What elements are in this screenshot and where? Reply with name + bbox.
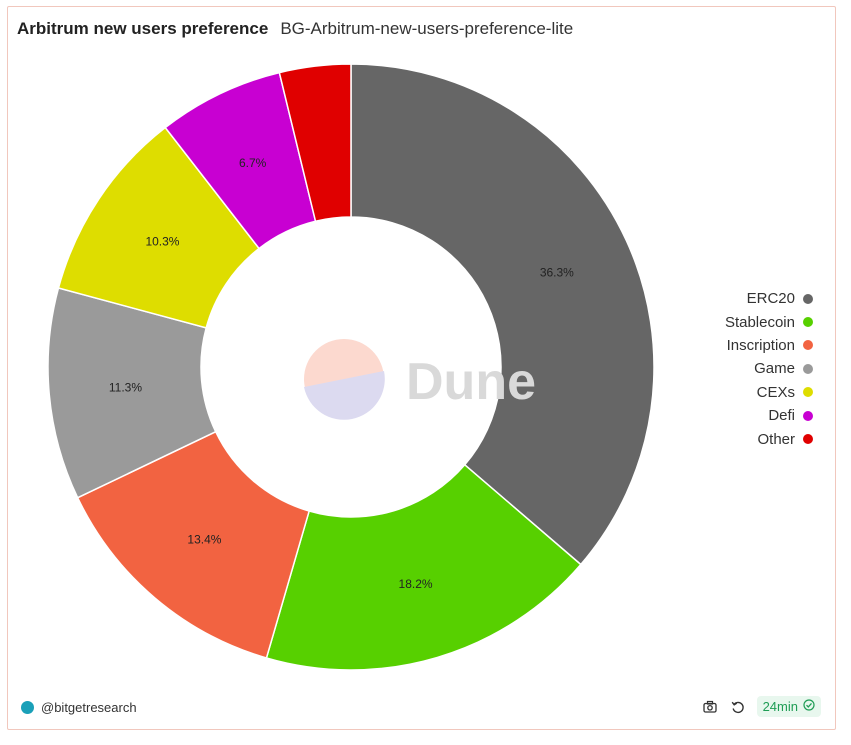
slice-erc20[interactable] [350,63,655,566]
legend-item-inscription[interactable]: Inscription [725,336,813,355]
author-avatar [21,701,34,714]
legend-item-erc20[interactable]: ERC20 [725,289,813,308]
legend-label: Inscription [726,336,795,354]
data-label-stablecoin: 18.2% [399,577,433,591]
legend-label: CEXs [756,383,795,401]
query-name[interactable]: BG-Arbitrum-new-users-preference-lite [280,19,574,38]
slice-inscription[interactable] [76,430,311,659]
dune-watermark: Dune [304,339,536,420]
legend-item-cexs[interactable]: CEXs [725,383,813,402]
data-label-defi: 6.7% [239,156,267,170]
legend-label: Defi [768,407,795,425]
donut-chart: Dune 36.3% 18.2% 13.4% 11.3% 10.3% 6.7% [47,63,655,671]
chart-header: Arbitrum new users preference BG-Arbitru… [17,19,573,39]
data-label-erc20: 36.3% [540,265,574,279]
legend-swatch [803,434,813,445]
chart-card: Arbitrum new users preference BG-Arbitru… [7,6,836,730]
legend-swatch [803,317,813,328]
legend-swatch [803,410,813,421]
legend-label: Other [757,430,795,448]
data-label-inscription: 13.4% [187,533,221,547]
legend-item-stablecoin[interactable]: Stablecoin [725,312,813,331]
watermark-text: Dune [406,353,536,411]
legend-item-defi[interactable]: Defi [725,406,813,425]
refresh-icon[interactable] [729,698,747,716]
author-attribution[interactable]: @bitgetresearch [21,700,137,715]
footer-actions: 24min [701,696,821,717]
legend-item-game[interactable]: Game [725,359,813,378]
check-circle-icon [803,699,815,714]
chart-title: Arbitrum new users preference [17,19,269,38]
data-labels-group: 36.3% 18.2% 13.4% 11.3% 10.3% 6.7% [109,156,574,591]
author-handle[interactable]: @bitgetresearch [41,700,137,715]
freshness-text: 24min [762,699,798,714]
legend-swatch [803,293,813,304]
legend-item-other[interactable]: Other [725,429,813,448]
slice-other[interactable] [278,63,352,223]
legend-label: Stablecoin [724,313,795,331]
legend-label: ERC20 [746,290,795,308]
data-label-cexs: 10.3% [145,234,179,248]
data-label-game: 11.3% [109,381,142,395]
camera-icon[interactable] [701,698,719,716]
legend-label: Game [754,360,795,378]
legend-swatch [803,387,813,398]
legend: ERC20 Stablecoin Inscription Game CEXs Defi Ot… [725,289,813,449]
legend-swatch [803,363,813,374]
slice-stablecoin[interactable] [265,463,582,671]
legend-swatch [803,340,813,351]
freshness-badge[interactable]: 24min [756,696,821,717]
slices-group [47,63,655,671]
